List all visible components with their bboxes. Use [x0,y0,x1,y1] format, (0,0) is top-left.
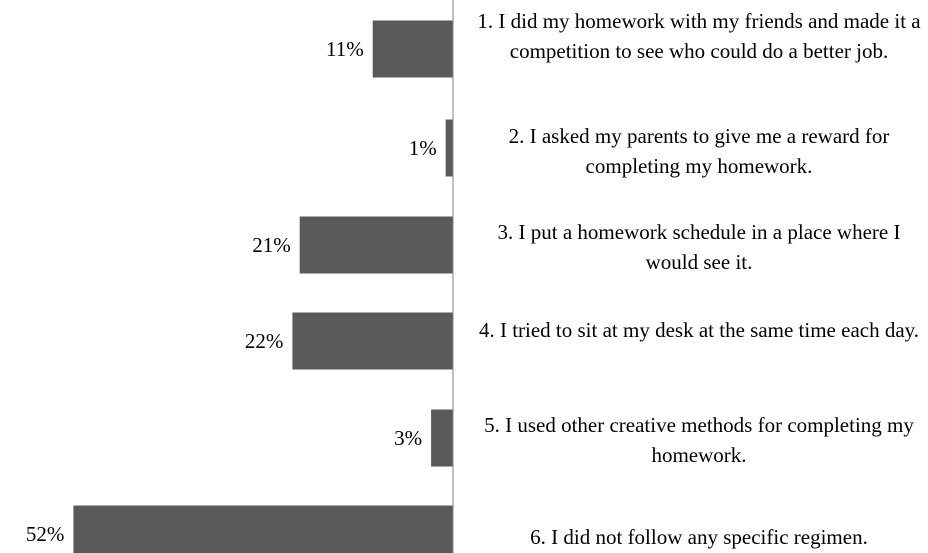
bar-5 [431,409,453,467]
bar-4 [292,312,453,370]
category-label-4: 4. I tried to sit at my desk at the same… [478,318,920,342]
bar-3 [299,216,453,274]
value-label-4: 22% [245,329,284,353]
value-label-5: 3% [394,426,422,450]
value-label-3: 21% [252,233,291,257]
value-label-2: 1% [409,136,437,160]
category-label-3: 3. I put a homework schedule in a place … [497,220,901,274]
value-label-6: 52% [26,522,65,546]
value-labels-group: 11% 1% 21% 22% 3% 52% [26,37,437,546]
category-label-1: 1. I did my homework with my friends and… [477,9,921,63]
bar-6 [73,505,454,553]
category-label-5: 5. I used other creative methods for com… [484,413,914,467]
category-label-2: 2. I asked my parents to give me a rewar… [508,124,890,178]
bars-group [73,20,454,553]
bar-1 [372,20,453,78]
value-label-1: 11% [326,37,364,61]
bar-2 [445,119,453,177]
category-label-6: 6. I did not follow any specific regimen… [530,525,868,549]
